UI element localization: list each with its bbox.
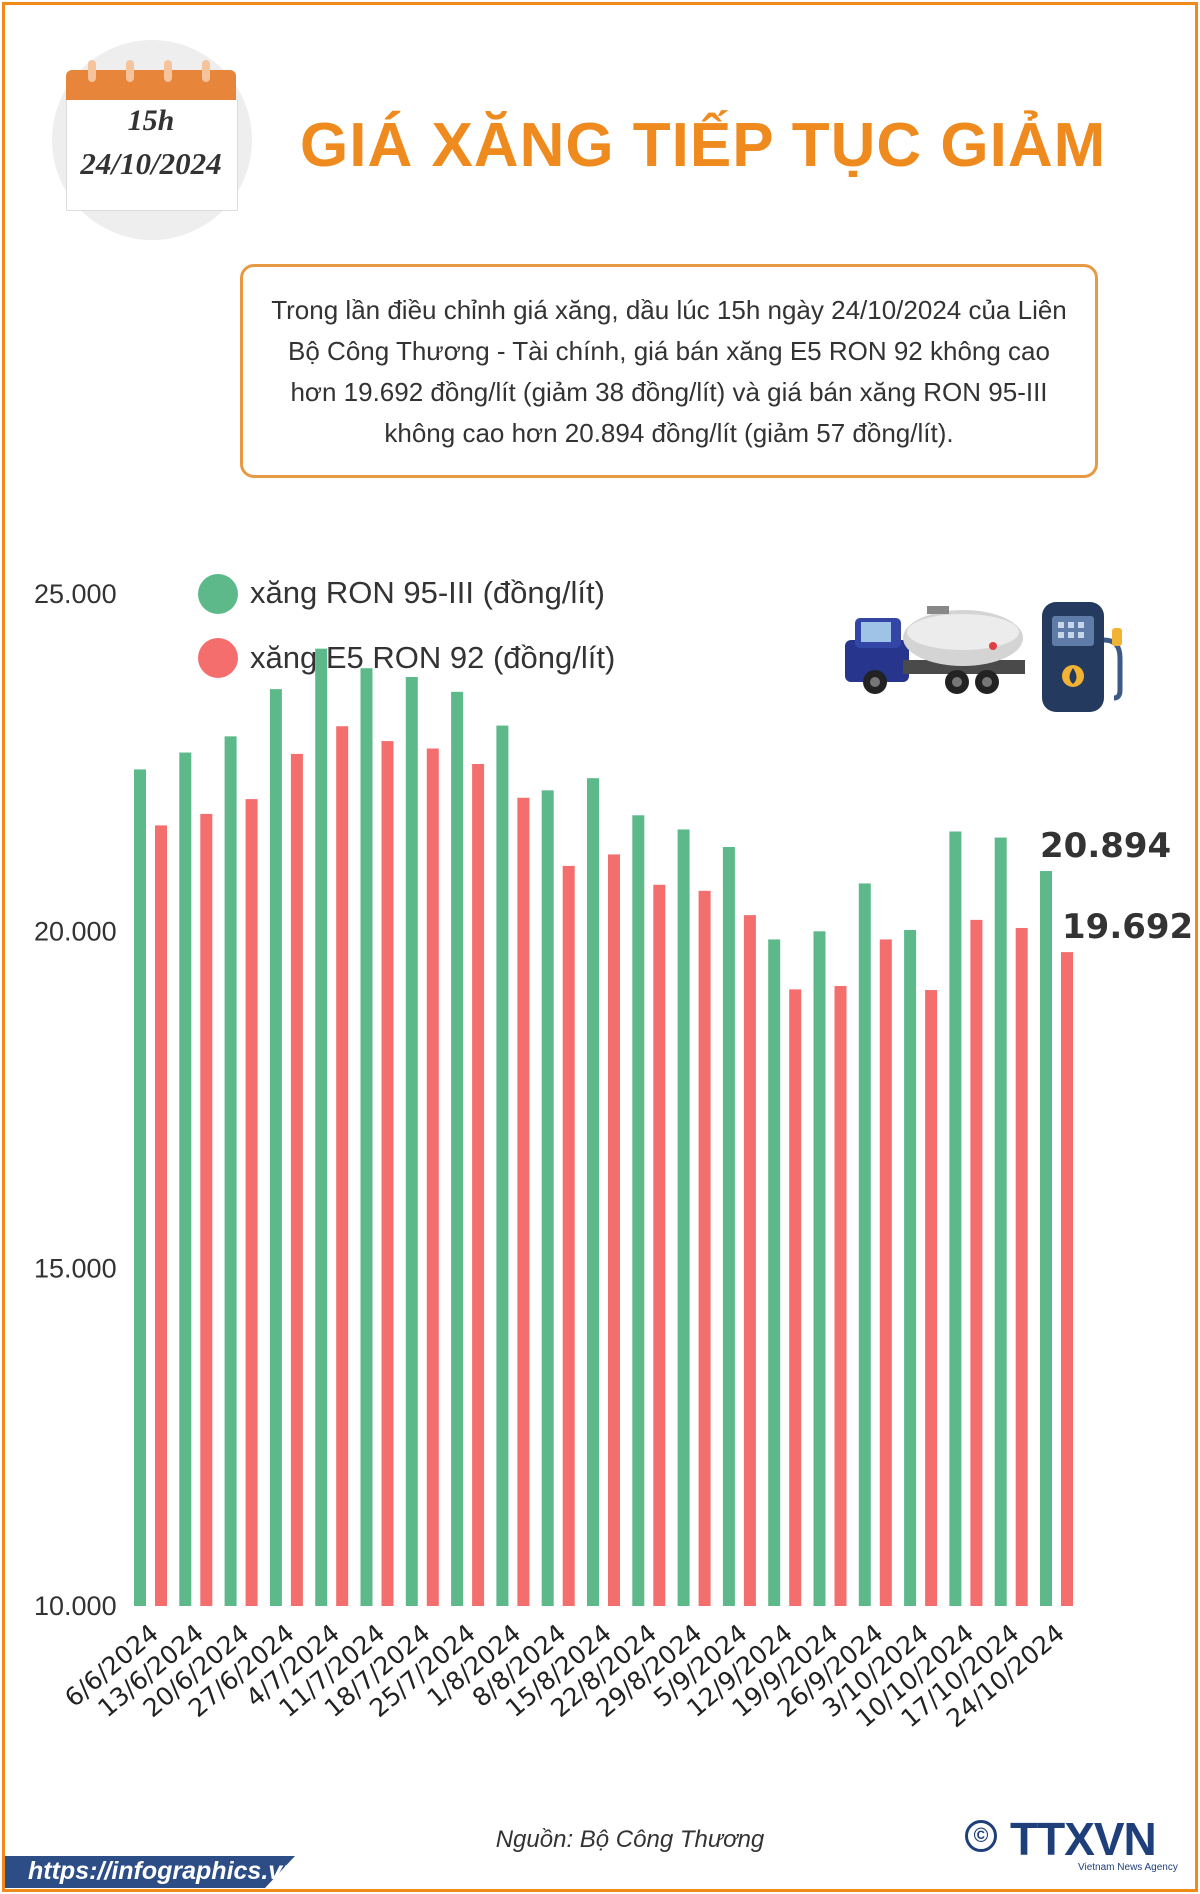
y-tick-label: 10.000 [34,1591,117,1621]
bar-ron95 [722,847,735,1606]
intro-text: Trong lần điều chỉnh giá xăng, dầu lúc 1… [271,295,1067,448]
bar-e5 [200,813,213,1606]
bar-e5 [1061,952,1073,1606]
intro-box [240,264,1098,478]
update-date: 24/10/2024 [80,146,222,181]
data-label-e5: 19.692 [1062,907,1193,947]
bar-e5 [336,726,349,1606]
calendar-page [66,100,238,211]
bar-e5 [517,797,530,1606]
bar-ron95 [541,790,554,1606]
bar-ron95 [134,769,146,1606]
bar-e5 [472,764,485,1606]
bar-e5 [789,989,802,1606]
calendar-ring [164,60,172,82]
calendar-ring [126,60,134,82]
ttxvn-logo: TTXVN [1010,1813,1157,1865]
bar-e5 [743,915,756,1606]
bar-e5 [245,799,258,1606]
bar-ron95 [813,931,826,1606]
bar-e5 [562,865,575,1606]
bar-e5 [879,939,892,1606]
bar-e5 [1015,927,1028,1606]
legend-swatch-ron95 [198,574,238,614]
fuel-pump-icon [1040,600,1130,720]
fuel-tanker-truck-icon [845,600,1025,705]
bar-ron95 [587,778,599,1606]
bar-ron95 [360,668,373,1606]
bar-e5 [155,825,167,1606]
bar-e5 [381,741,394,1606]
calendar-ring [88,60,96,82]
bar-ron95 [677,829,690,1606]
update-time: 15h [127,104,175,137]
page-title: GIÁ XĂNG TIẾP TỤC GIẢM [300,111,1107,180]
y-tick-label: 25.000 [34,579,117,609]
data-label-ron95: 20.894 [1040,826,1171,866]
bar-ron95 [768,939,781,1606]
y-tick-label: 15.000 [34,1254,117,1284]
bar-ron95 [315,648,328,1606]
source-note: Nguồn: Bộ Công Thương [495,1826,765,1853]
calendar-ring [202,60,210,82]
bar-ron95 [904,929,917,1606]
bar-ron95 [994,837,1007,1606]
bar-ron95 [858,883,871,1606]
bar-e5 [608,854,620,1606]
bar-e5 [925,990,938,1606]
bar-e5 [653,884,666,1606]
bar-ron95 [405,676,418,1606]
y-tick-label: 20.000 [34,916,117,946]
bar-e5 [970,919,983,1606]
bar-e5 [834,985,847,1606]
copyright-icon: © [965,1820,997,1852]
bar-e5 [426,748,439,1606]
ttxvn-logo-subtitle: Vietnam News Agency [1078,1862,1178,1873]
bar-ron95 [179,752,192,1606]
legend-swatch-e5 [198,638,238,678]
bar-ron95 [496,725,509,1606]
legend-label-e5: xăng E5 RON 92 (đồng/lít) [250,640,616,675]
site-url[interactable]: https://infographics.vn [28,1857,298,1885]
bar-ron95 [1040,871,1052,1606]
bar-ron95 [632,815,645,1606]
price-bar-chart: 25.00020.00015.00010.0006/6/202413/6/202… [34,579,1193,1733]
bar-e5 [290,753,303,1606]
bar-ron95 [949,831,962,1606]
url-banner [5,1856,295,1888]
legend-label-ron95: xăng RON 95-III (đồng/lít) [250,575,605,610]
bar-ron95 [224,736,237,1606]
bar-e5 [698,890,711,1606]
bar-ron95 [269,689,282,1606]
bar-ron95 [451,691,464,1606]
